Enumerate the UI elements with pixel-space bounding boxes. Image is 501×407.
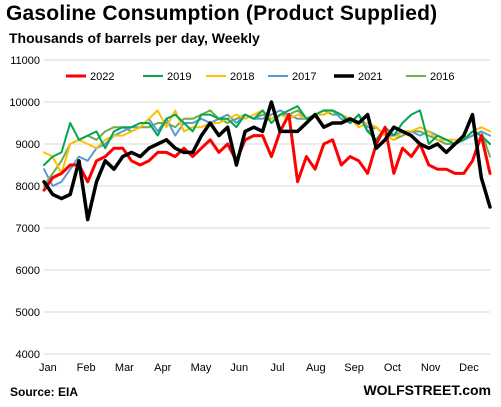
series-line-2022	[42, 113, 492, 192]
x-tick-label: Sep	[344, 362, 364, 374]
y-tick-label: 7000	[16, 223, 40, 235]
x-tick-label: Apr	[154, 362, 171, 374]
source-label: Source: EIA	[10, 385, 79, 399]
x-tick-label: Mar	[115, 362, 134, 374]
x-axis-ticks: Jan Feb Mar Apr May Jun Jul Aug Sep Oct Nov Dec	[39, 362, 479, 374]
x-tick-label: May	[191, 362, 212, 374]
y-tick-label: 4000	[16, 349, 40, 361]
gridlines	[44, 59, 490, 355]
y-tick-label: 11000	[10, 55, 40, 67]
x-tick-label: Jul	[270, 362, 284, 374]
y-axis-ticks: 4000 5000 6000 7000 8000 9000 10000 11000	[9, 55, 40, 361]
x-tick-label: Feb	[77, 362, 96, 374]
legend-label-2016: 2016	[430, 71, 454, 83]
x-tick-label: Nov	[421, 362, 441, 374]
y-tick-label: 8000	[16, 181, 40, 193]
y-tick-label: 6000	[16, 265, 40, 277]
legend-label-2017: 2017	[292, 71, 316, 83]
legend-label-2018: 2018	[230, 71, 254, 83]
x-tick-label: Dec	[459, 362, 479, 374]
x-tick-label: Oct	[384, 362, 401, 374]
series-lines	[42, 100, 492, 222]
x-tick-label: Aug	[306, 362, 326, 374]
chart-title: Gasoline Consumption (Product Supplied)	[6, 2, 438, 25]
legend-label-2021: 2021	[358, 71, 382, 83]
legend-label-2022: 2022	[90, 71, 114, 83]
y-tick-label: 9000	[16, 139, 40, 151]
series-line-2021	[42, 100, 492, 222]
x-tick-label: Jun	[230, 362, 248, 374]
legend-label-2019: 2019	[167, 71, 191, 83]
y-tick-label: 10000	[9, 97, 40, 109]
legend: 2022 2019 2018 2017 2021 2016	[66, 71, 454, 83]
x-tick-label: Jan	[39, 362, 57, 374]
brand-label: WOLFSTREET.com	[363, 382, 491, 398]
y-tick-label: 5000	[16, 307, 40, 319]
chart-subtitle: Thousands of barrels per day, Weekly	[9, 30, 260, 46]
